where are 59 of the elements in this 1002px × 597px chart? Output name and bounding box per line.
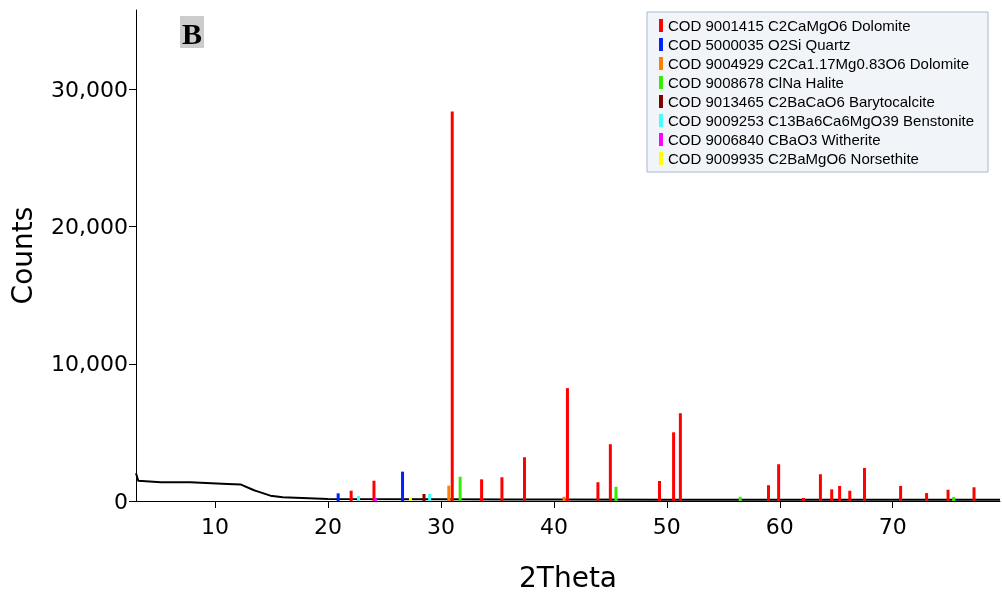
bar <box>838 485 842 501</box>
bar <box>952 496 956 501</box>
bar <box>766 485 770 501</box>
bar <box>672 432 676 501</box>
bar <box>500 477 504 501</box>
bar <box>972 487 976 501</box>
bar <box>447 485 451 501</box>
bar <box>678 413 682 501</box>
bar <box>562 496 566 501</box>
bar <box>614 486 618 501</box>
x-tick-label: 20 <box>314 513 342 539</box>
bar <box>862 467 866 501</box>
bar <box>848 490 852 501</box>
bar <box>801 497 805 501</box>
legend-label: COD 9006840 CBaO3 Witherite <box>667 131 881 148</box>
annotation: B <box>182 16 203 50</box>
x-tick-label: 40 <box>539 513 568 539</box>
bar <box>777 464 781 501</box>
bar <box>657 480 661 501</box>
y-axis-title: Counts <box>5 206 39 305</box>
bar <box>818 474 822 501</box>
bar <box>596 482 600 501</box>
bar <box>336 493 340 501</box>
y-tick-label: 10,000 <box>51 351 128 377</box>
legend-label: COD 9001415 C2CaMgO6 Dolomite <box>667 17 911 34</box>
bar <box>523 457 527 501</box>
bar <box>450 111 454 501</box>
y-tick-label: 0 <box>114 488 128 514</box>
x-tick-label: 30 <box>426 513 455 539</box>
y-tick-label: 20,000 <box>51 214 128 240</box>
legend-label: COD 9004929 C2Ca1.17Mg0.83O6 Dolomite <box>667 55 969 72</box>
bar <box>401 471 405 501</box>
x-tick-label: 10 <box>201 513 230 539</box>
bar <box>565 388 569 501</box>
x-tick-label: 60 <box>765 513 794 539</box>
bar <box>899 485 903 501</box>
bar <box>372 480 376 501</box>
legend-label: COD 9009253 C13Ba6Ca6MgO39 Benstonite <box>667 112 974 129</box>
bar <box>422 494 426 501</box>
legend-label: COD 9009935 C2BaMgO6 Norsethite <box>667 150 919 167</box>
bar <box>946 489 950 501</box>
bar <box>428 493 432 501</box>
x-axis-title: 2Theta <box>518 560 618 594</box>
bar <box>925 493 929 501</box>
bar <box>458 476 462 501</box>
legend-label: COD 5000035 O2Si Quartz <box>667 36 851 53</box>
y-tick-label: 30,000 <box>51 77 128 103</box>
bar <box>373 498 377 501</box>
bar <box>356 496 360 501</box>
bar <box>349 490 353 501</box>
x-tick-label: 70 <box>878 513 907 539</box>
bar <box>480 479 484 501</box>
bar <box>830 489 834 501</box>
bar <box>408 497 412 501</box>
legend-label: COD 9008678 ClNa Halite <box>667 74 844 91</box>
bar <box>608 444 612 501</box>
bar <box>738 496 742 501</box>
x-tick-label: 50 <box>652 513 681 539</box>
legend-label: COD 9013465 C2BaCaO6 Barytocalcite <box>667 93 935 110</box>
